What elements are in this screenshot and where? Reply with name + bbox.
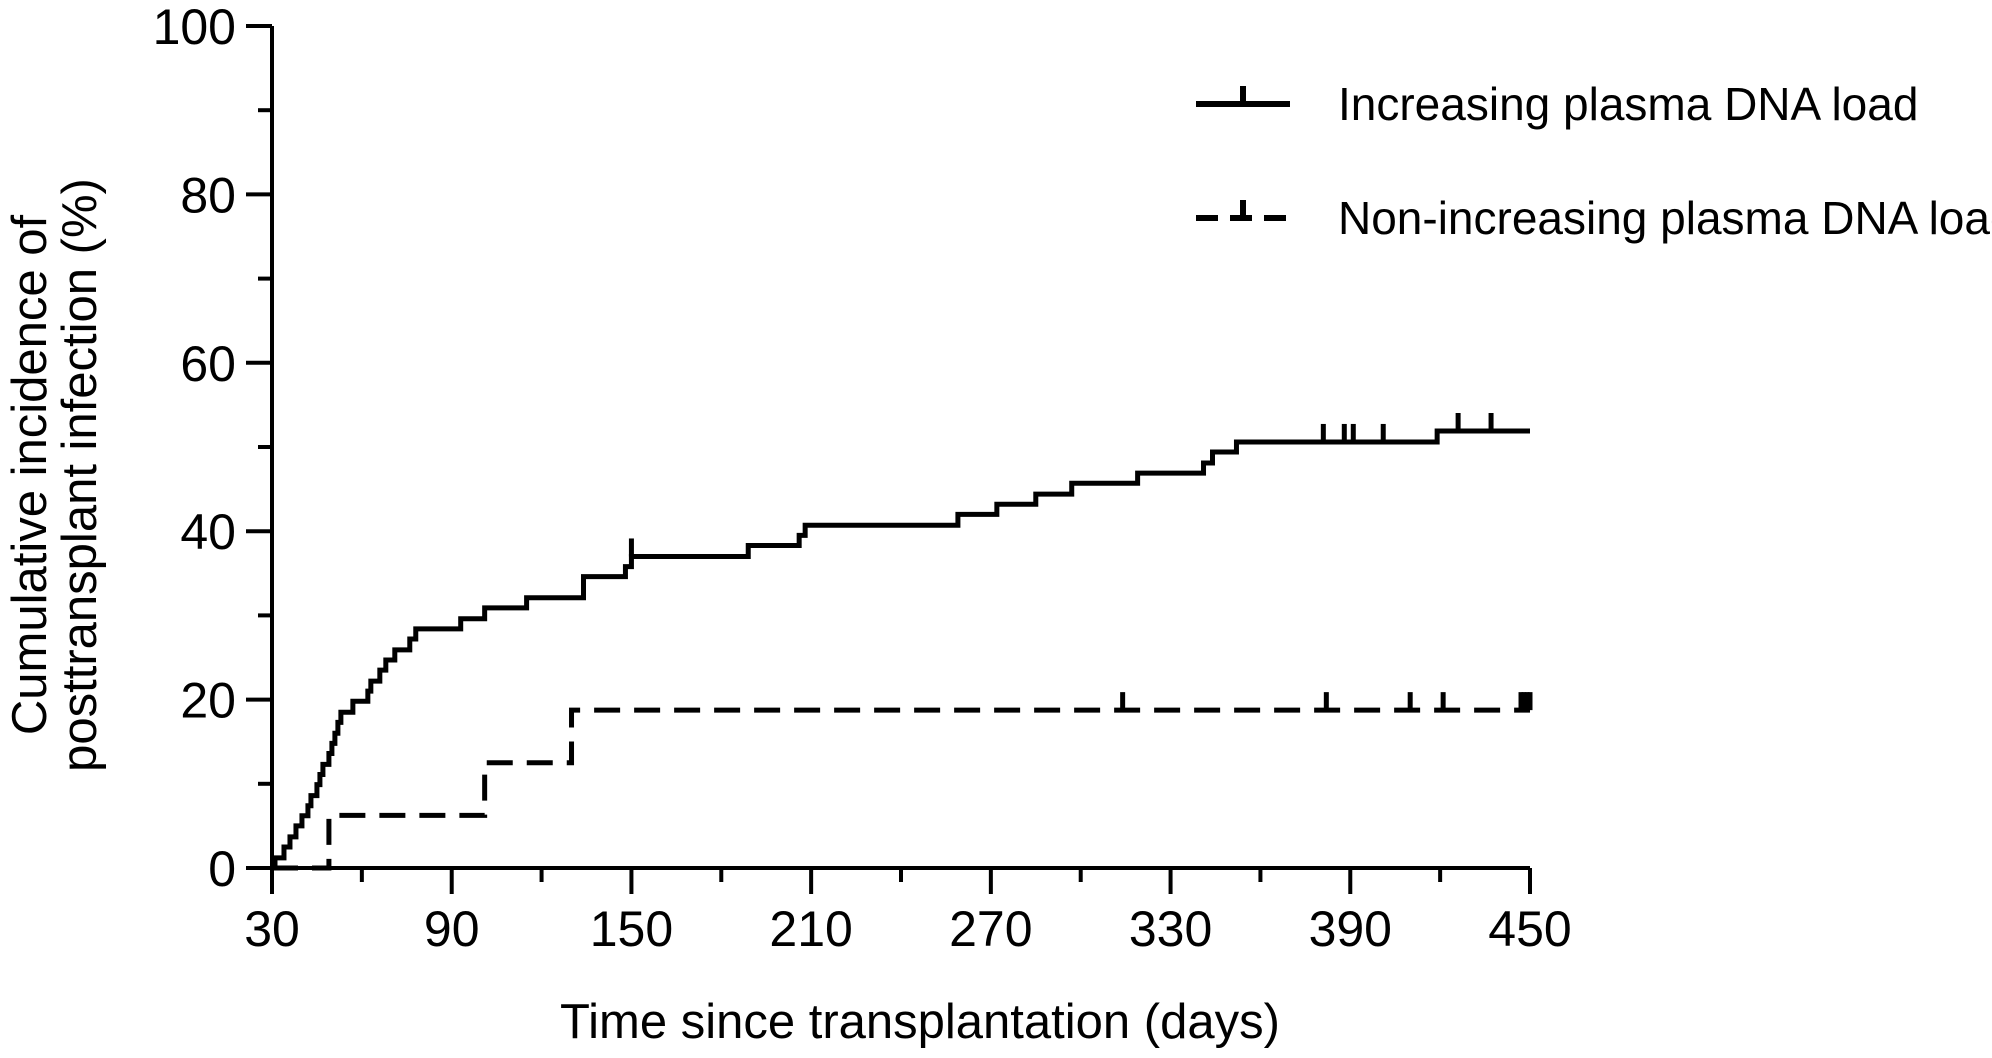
y-tick-label: 80 <box>180 167 236 223</box>
y-tick-label: 60 <box>180 336 236 392</box>
series-line-2 <box>272 707 1530 871</box>
y-tick-label: 20 <box>180 673 236 729</box>
x-tick-label: 150 <box>590 901 673 957</box>
legend-label-2: Non-increasing plasma DNA load <box>1338 192 1992 244</box>
x-tick-label: 270 <box>949 901 1032 957</box>
x-tick-label: 390 <box>1309 901 1392 957</box>
y-axis-label-line-1: Cumulative incidence of <box>3 215 57 736</box>
x-tick-label: 90 <box>424 901 480 957</box>
legend: Increasing plasma DNA load Non-increasing… <box>1196 78 1992 244</box>
y-axis-label-line-2: posttransplant infection (%) <box>53 178 107 772</box>
series-layer <box>272 413 1533 871</box>
x-tick-label: 330 <box>1129 901 1212 957</box>
series-line-1 <box>272 428 1530 871</box>
x-tick-label: 450 <box>1488 901 1571 957</box>
x-tick-label: 210 <box>769 901 852 957</box>
legend-label-1: Increasing plasma DNA load <box>1338 78 1918 130</box>
axes: 0 20 40 60 80 100 30 90 150 210 270 330 390 450 <box>153 0 1572 957</box>
y-tick-label: 40 <box>180 504 236 560</box>
x-axis-label: Time since transplantation (days) <box>560 995 1280 1049</box>
y-tick-label: 100 <box>153 0 236 55</box>
y-tick-label: 0 <box>208 841 236 897</box>
x-tick-label: 30 <box>244 901 300 957</box>
